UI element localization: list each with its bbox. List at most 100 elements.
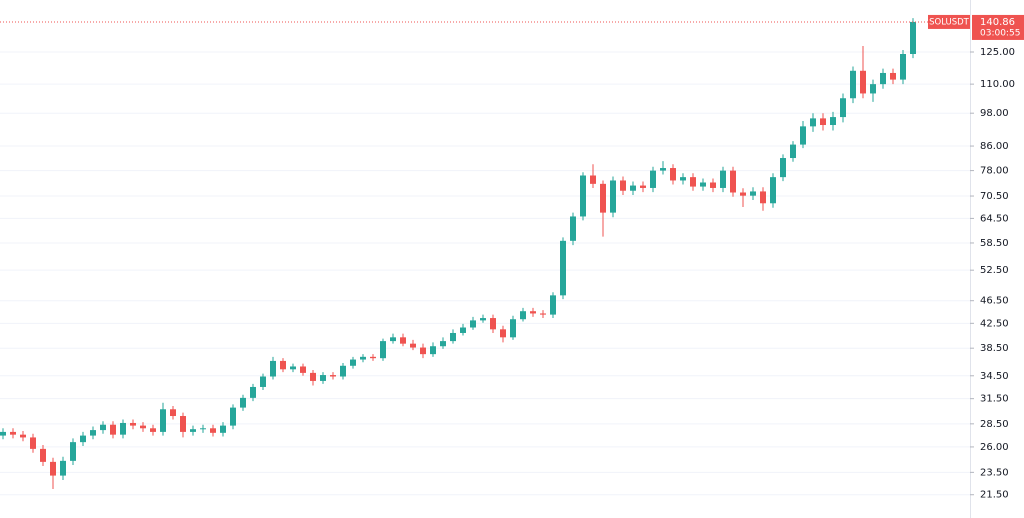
candle-body <box>150 428 156 432</box>
candle-body <box>550 295 556 315</box>
candle-body <box>270 360 276 377</box>
symbol-tag: SOLUSDT <box>929 17 970 27</box>
symbol-tag-bg <box>928 14 970 29</box>
price-axis: 125.00 110.00 98.00 86.00 78.00 70.50 64.50 58.… <box>970 47 1015 501</box>
candle-body <box>200 428 206 430</box>
price-tag-bg <box>972 14 1024 40</box>
candle-body <box>670 168 676 181</box>
candle-body <box>580 175 586 217</box>
y-tick-label: 58.50 <box>980 238 1009 249</box>
y-tick-label: 23.50 <box>980 467 1009 478</box>
candle-body <box>850 70 856 99</box>
y-tick-label: 21.50 <box>980 490 1009 501</box>
candle-body <box>470 320 476 328</box>
candle-body <box>680 177 686 181</box>
candle-body <box>860 70 866 94</box>
y-tick-label: 86.00 <box>980 141 1009 152</box>
candle-body <box>720 170 726 188</box>
candle-body <box>510 319 516 338</box>
candle-body <box>660 168 666 171</box>
candle-body <box>10 431 16 435</box>
y-tick-label: 38.50 <box>980 343 1009 354</box>
y-tick-label: 46.50 <box>980 296 1009 307</box>
candle-body <box>430 346 436 355</box>
candle-body <box>20 434 26 438</box>
y-tick-label: 42.50 <box>980 318 1009 329</box>
y-tick-label: 125.00 <box>980 47 1015 58</box>
candle-body <box>490 318 496 330</box>
y-tick-label: 28.50 <box>980 419 1009 430</box>
candle-body <box>410 343 416 348</box>
candle-body <box>280 360 286 370</box>
candle-body <box>820 118 826 126</box>
candle-body <box>130 422 136 426</box>
candle-body <box>450 332 456 342</box>
candle-body <box>80 435 86 443</box>
candle-body <box>240 397 246 408</box>
candle-body <box>740 192 746 196</box>
candle-body <box>360 356 366 360</box>
candle-body <box>810 118 816 127</box>
candle-body <box>330 375 336 377</box>
candle-body <box>290 366 296 370</box>
candle-body <box>890 72 896 80</box>
candle-body <box>90 430 96 436</box>
candle-body <box>210 428 216 433</box>
y-tick-label: 98.00 <box>980 108 1009 119</box>
candle-body <box>420 347 426 355</box>
candle-body <box>700 182 706 187</box>
y-tick-label: 64.50 <box>980 213 1009 224</box>
candle-body <box>690 177 696 187</box>
candle-body <box>480 318 486 321</box>
price-tag: 140.86 <box>980 17 1015 28</box>
candle-body <box>400 337 406 344</box>
candle-body <box>190 429 196 432</box>
candle-body <box>780 158 786 178</box>
candle-body <box>460 327 466 333</box>
candle-body <box>180 416 186 432</box>
candle-body <box>750 191 756 196</box>
candle-body <box>570 216 576 241</box>
candle-body <box>520 311 526 320</box>
candle-body <box>160 409 166 432</box>
candle-body <box>380 341 386 359</box>
candle-body <box>730 170 736 193</box>
candle-body <box>110 424 116 435</box>
candle-body <box>370 356 376 359</box>
candle-body <box>260 376 266 387</box>
candle-body <box>300 366 306 373</box>
candle-body <box>350 359 356 366</box>
candle-body <box>250 386 256 398</box>
candles <box>0 18 916 489</box>
candle-body <box>320 375 326 381</box>
candle-body <box>220 425 226 433</box>
candle-body <box>70 442 76 461</box>
candle-body <box>60 460 66 476</box>
y-tick-label: 110.00 <box>980 79 1015 90</box>
y-tick-label: 34.50 <box>980 371 1009 382</box>
candle-body <box>230 407 236 426</box>
candle-body <box>830 117 836 126</box>
candle-body <box>140 425 146 429</box>
candle-body <box>760 191 766 204</box>
countdown: 03:00:55 <box>980 28 1020 38</box>
y-tick-label: 26.00 <box>980 442 1009 453</box>
candle-body <box>640 185 646 188</box>
candle-body <box>840 98 846 118</box>
candle-body <box>870 84 876 94</box>
candle-body <box>910 21 916 55</box>
candle-body <box>170 409 176 417</box>
y-tick-label: 78.00 <box>980 166 1009 177</box>
candle-body <box>340 365 346 377</box>
y-tick-label: 52.50 <box>980 265 1009 276</box>
y-tick-label: 70.50 <box>980 191 1009 202</box>
candle-body <box>120 422 126 435</box>
candle-body <box>30 437 36 449</box>
candle-body <box>590 175 596 184</box>
candle-body <box>100 424 106 431</box>
candle-body <box>40 448 46 462</box>
candle-body <box>50 461 56 476</box>
